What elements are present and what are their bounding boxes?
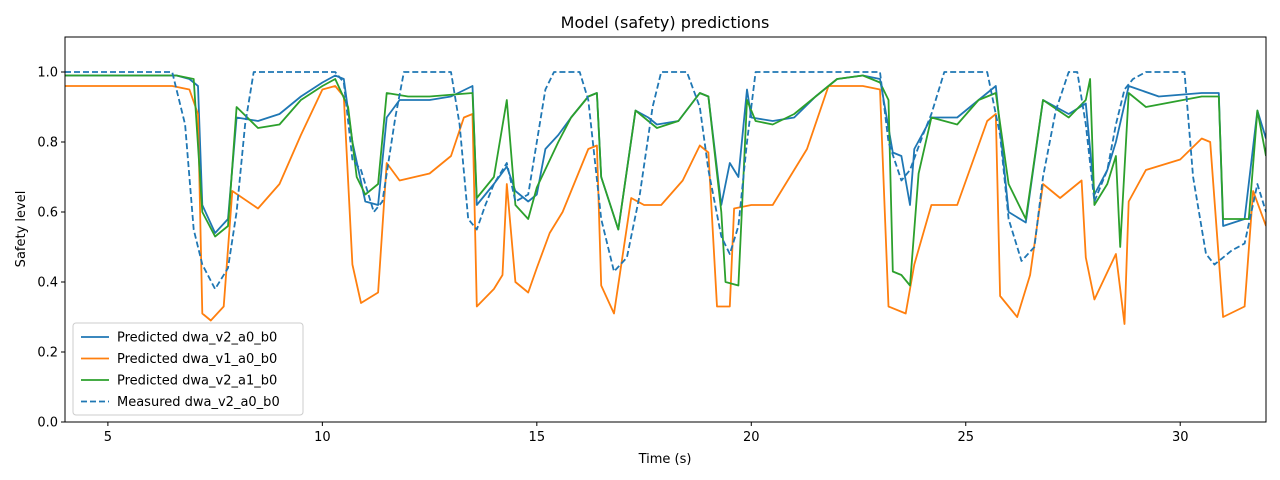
legend-label: Predicted dwa_v2_a0_b0 [117, 331, 277, 346]
legend: Predicted dwa_v2_a0_b0 Predicted dwa_v1_a… [72, 322, 304, 416]
series-line-3 [65, 74, 1266, 287]
x-tick-label: 30 [1172, 430, 1189, 445]
x-tick-label: 15 [529, 430, 546, 445]
legend-label: Measured dwa_v2_a0_b0 [117, 395, 280, 410]
y-axis: 0.0 0.2 0.4 0.6 0.8 1.0 [37, 66, 65, 431]
y-tick-label: 1.0 [37, 66, 58, 81]
plot-frame [64, 36, 1267, 423]
y-tick-label: 0.0 [37, 416, 58, 431]
y-tick-label: 0.8 [37, 136, 58, 151]
x-tick-label: 10 [314, 430, 331, 445]
x-axis: 5 10 15 20 25 30 [104, 422, 1189, 445]
y-tick-label: 0.2 [37, 346, 58, 361]
y-axis-label: Safety level [14, 191, 29, 268]
series-layer [65, 71, 1266, 325]
legend-label: Predicted dwa_v2_a1_b0 [117, 374, 277, 389]
x-tick-label: 25 [957, 430, 974, 445]
x-axis-label: Time (s) [638, 452, 692, 467]
legend-box [72, 322, 304, 416]
legend-label: Predicted dwa_v1_a0_b0 [117, 352, 277, 367]
x-tick-label: 20 [743, 430, 760, 445]
series-line-4 [65, 71, 1266, 290]
y-tick-label: 0.4 [37, 276, 58, 291]
y-tick-label: 0.6 [37, 206, 58, 221]
chart-title: Model (safety) predictions [561, 13, 770, 32]
x-tick-label: 5 [104, 430, 112, 445]
